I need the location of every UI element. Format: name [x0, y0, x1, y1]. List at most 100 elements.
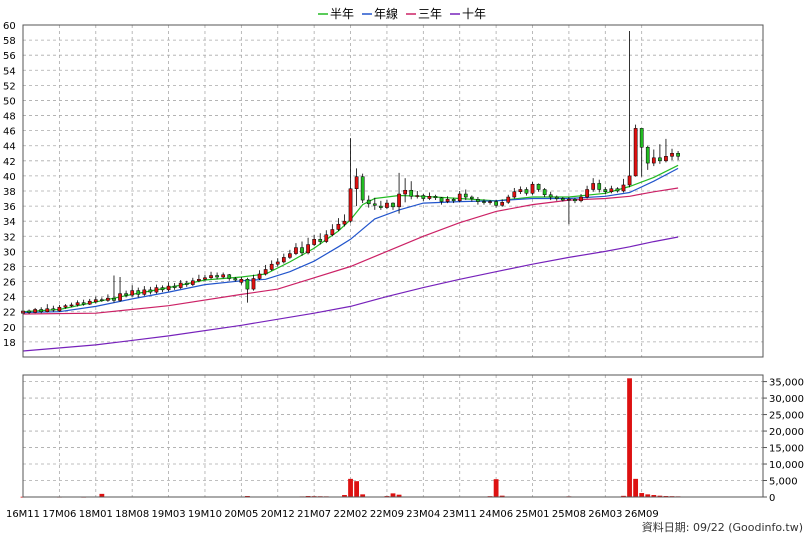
- volume-tick-label: 35,000: [769, 378, 804, 389]
- candle-body: [591, 183, 596, 190]
- candle-body: [336, 223, 341, 230]
- date-tick-label: 22M09: [370, 509, 404, 520]
- candle-body: [57, 306, 62, 312]
- candle-body: [512, 191, 517, 198]
- candle-body: [178, 282, 183, 288]
- chart-legend: 半年 年線 三年 十年: [318, 6, 486, 21]
- candle-body: [233, 278, 238, 281]
- price-tick-label: 30: [3, 247, 16, 258]
- candle-body: [148, 289, 153, 293]
- candle-body: [251, 278, 256, 290]
- candle-body: [524, 189, 529, 194]
- candle-body: [585, 189, 589, 198]
- price-tick-label: 42: [3, 157, 16, 168]
- volume-tick-label: 25,000: [769, 411, 804, 422]
- date-tick-label: 25M08: [552, 509, 586, 520]
- candle-body: [172, 285, 177, 288]
- candle-body: [542, 189, 547, 196]
- candle-body: [45, 308, 50, 312]
- candle-body: [190, 280, 195, 285]
- candle-body: [197, 279, 201, 282]
- candle-body: [621, 184, 626, 192]
- volume-bar: [645, 494, 651, 497]
- candle-body: [239, 279, 244, 283]
- candle-body: [39, 309, 44, 312]
- candle-body: [160, 287, 165, 291]
- candle-body: [312, 239, 316, 245]
- price-tick-label: 38: [3, 187, 16, 198]
- candle-body: [348, 188, 353, 222]
- price-tick-label: 44: [3, 142, 16, 153]
- price-tick-label: 40: [3, 172, 16, 183]
- candle-body: [518, 189, 523, 193]
- date-tick-label: 17M06: [42, 509, 76, 520]
- footer-text: 資料日期: 09/22 (Goodinfo.tw): [642, 520, 803, 534]
- date-tick-label: 22M02: [334, 509, 368, 520]
- volume-panel-grid: [22, 375, 763, 498]
- candle-body: [318, 239, 323, 242]
- price-panel-grid: [22, 24, 763, 357]
- candle-body: [142, 289, 147, 295]
- moving-average-line: [22, 236, 679, 352]
- candle-body: [63, 305, 68, 308]
- candle-body: [385, 202, 389, 208]
- candle-body: [215, 275, 219, 278]
- candle-body: [245, 279, 250, 290]
- candle-body: [421, 195, 426, 199]
- price-tick-label: 46: [3, 127, 16, 138]
- price-tick-label: 22: [3, 308, 16, 319]
- candle-body: [573, 199, 577, 202]
- candle-body: [93, 299, 98, 303]
- candle-body: [100, 299, 104, 301]
- candle-body: [676, 153, 680, 157]
- date-tick-label: 26M09: [625, 509, 659, 520]
- candle-body: [427, 196, 432, 199]
- candle-body: [482, 201, 486, 203]
- candle-body: [391, 202, 395, 208]
- candle-body: [409, 189, 414, 197]
- candle-body: [294, 247, 298, 254]
- price-tick-label: 20: [3, 323, 16, 334]
- date-tick-label: 23M11: [443, 509, 477, 520]
- legend-label: 十年: [462, 7, 486, 21]
- candle-body: [257, 273, 262, 279]
- candle-body: [366, 199, 371, 205]
- candle-body: [536, 183, 541, 190]
- candle-body: [530, 183, 535, 194]
- candle-body: [554, 196, 559, 199]
- price-tick-label: 36: [3, 202, 16, 213]
- candle-body: [27, 310, 31, 313]
- candle-body: [281, 257, 286, 263]
- volume-tick-label: 5,000: [769, 477, 798, 488]
- date-tick-label: 23M04: [406, 509, 440, 520]
- candle-body: [184, 282, 189, 285]
- candle-body: [379, 205, 383, 208]
- candle-body: [560, 198, 565, 201]
- volume-bar: [493, 479, 499, 497]
- candle-body: [603, 189, 608, 193]
- date-tick-label: 24M06: [479, 509, 513, 520]
- candle-body: [451, 199, 456, 202]
- price-candles: [21, 31, 680, 315]
- volume-bar: [390, 493, 396, 497]
- candle-body: [354, 176, 359, 189]
- price-tick-label: 60: [3, 21, 16, 32]
- volume-bar: [360, 494, 366, 497]
- legend-label: 半年: [330, 7, 354, 21]
- candle-body: [445, 199, 450, 202]
- candle-body: [118, 293, 122, 301]
- candle-body: [130, 290, 135, 296]
- candle-body: [494, 201, 498, 206]
- volume-bar: [499, 495, 505, 497]
- volume-bar: [342, 495, 347, 497]
- price-tick-label: 26: [3, 278, 16, 289]
- date-tick-label: 16M11: [6, 509, 40, 520]
- candle-body: [209, 275, 213, 279]
- price-tick-label: 54: [3, 66, 16, 77]
- candle-body: [627, 175, 632, 186]
- candle-body: [433, 196, 438, 199]
- legend-label: 三年: [418, 7, 442, 21]
- price-tick-label: 34: [3, 217, 16, 228]
- candle-body: [124, 293, 128, 296]
